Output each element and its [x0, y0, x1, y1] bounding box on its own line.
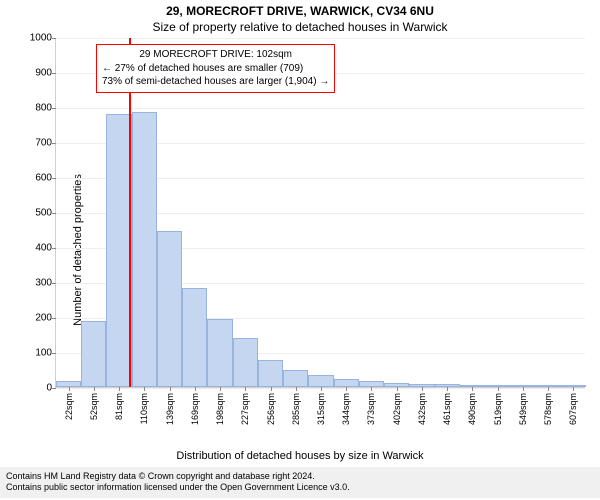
ytick-mark: [52, 143, 56, 144]
xtick-label: 578sqm: [543, 393, 553, 425]
histogram-bar: [207, 319, 232, 387]
xtick-label: 607sqm: [568, 393, 578, 425]
xtick-mark: [472, 387, 473, 391]
x-axis-label: Distribution of detached houses by size …: [0, 450, 600, 462]
xtick-mark: [245, 387, 246, 391]
xtick-mark: [447, 387, 448, 391]
xtick-label: 344sqm: [341, 393, 351, 425]
xtick-mark: [94, 387, 95, 391]
chart-title-main: 29, MORECROFT DRIVE, WARWICK, CV34 6NU: [0, 4, 600, 18]
xtick-label: 519sqm: [493, 393, 503, 425]
annotation-box: 29 MORECROFT DRIVE: 102sqm← 27% of detac…: [96, 44, 335, 93]
ytick-mark: [52, 38, 56, 39]
ytick-mark: [52, 178, 56, 179]
xtick-label: 285sqm: [291, 393, 301, 425]
xtick-label: 315sqm: [316, 393, 326, 425]
xtick-mark: [346, 387, 347, 391]
xtick-mark: [498, 387, 499, 391]
gridline: [56, 108, 585, 109]
histogram-bar: [283, 370, 308, 387]
xtick-label: 169sqm: [190, 393, 200, 425]
xtick-label: 490sqm: [467, 393, 477, 425]
ytick-mark: [52, 388, 56, 389]
histogram-bar: [308, 375, 333, 387]
xtick-label: 549sqm: [518, 393, 528, 425]
ytick-mark: [52, 108, 56, 109]
histogram-bar: [182, 288, 207, 387]
footer-line1: Contains HM Land Registry data © Crown c…: [6, 471, 594, 483]
histogram-bar: [233, 338, 258, 387]
ytick-mark: [52, 73, 56, 74]
xtick-label: 256sqm: [266, 393, 276, 425]
xtick-label: 402sqm: [392, 393, 402, 425]
ytick-mark: [52, 353, 56, 354]
xtick-mark: [144, 387, 145, 391]
xtick-mark: [220, 387, 221, 391]
xtick-mark: [548, 387, 549, 391]
annotation-line: 29 MORECROFT DRIVE: 102sqm: [102, 48, 329, 62]
histogram-bar: [157, 231, 182, 387]
ytick-mark: [52, 248, 56, 249]
xtick-mark: [371, 387, 372, 391]
xtick-mark: [296, 387, 297, 391]
histogram-bar: [334, 379, 359, 387]
footer-line2: Contains public sector information licen…: [6, 482, 594, 494]
xtick-mark: [170, 387, 171, 391]
annotation-line: ← 27% of detached houses are smaller (70…: [102, 62, 329, 76]
xtick-mark: [119, 387, 120, 391]
xtick-label: 22sqm: [64, 393, 74, 420]
xtick-label: 373sqm: [366, 393, 376, 425]
xtick-mark: [321, 387, 322, 391]
plot-area: 0100200300400500600700800900100022sqm52s…: [55, 38, 585, 388]
annotation-line: 73% of semi-detached houses are larger (…: [102, 75, 329, 89]
footer-attribution: Contains HM Land Registry data © Crown c…: [0, 467, 600, 498]
ytick-mark: [52, 213, 56, 214]
xtick-label: 227sqm: [240, 393, 250, 425]
gridline: [56, 38, 585, 39]
histogram-bar: [132, 112, 157, 387]
xtick-label: 198sqm: [215, 393, 225, 425]
xtick-mark: [422, 387, 423, 391]
xtick-mark: [523, 387, 524, 391]
xtick-label: 81sqm: [114, 393, 124, 420]
xtick-label: 110sqm: [139, 393, 149, 424]
xtick-mark: [195, 387, 196, 391]
xtick-mark: [573, 387, 574, 391]
histogram-bar: [81, 321, 106, 388]
histogram-bar: [258, 360, 283, 387]
xtick-label: 432sqm: [417, 393, 427, 425]
xtick-label: 139sqm: [165, 393, 175, 425]
ytick-mark: [52, 318, 56, 319]
xtick-mark: [69, 387, 70, 391]
xtick-label: 52sqm: [89, 393, 99, 420]
xtick-mark: [397, 387, 398, 391]
xtick-mark: [271, 387, 272, 391]
xtick-label: 461sqm: [442, 393, 452, 425]
ytick-mark: [52, 283, 56, 284]
chart-title-sub: Size of property relative to detached ho…: [0, 20, 600, 34]
